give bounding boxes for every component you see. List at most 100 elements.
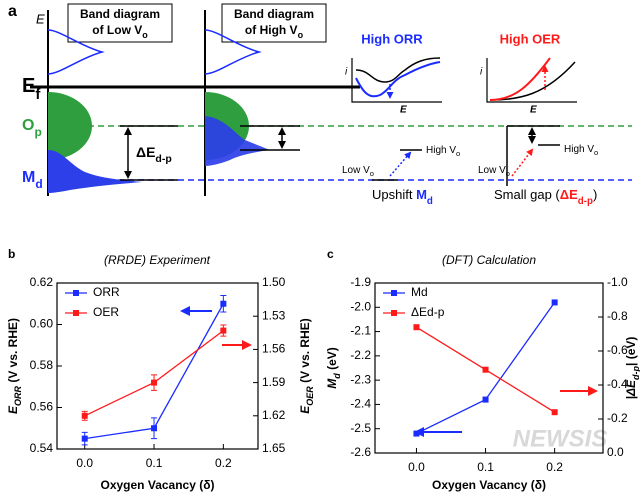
text-part: (V vs. RHE) <box>6 318 20 386</box>
inset-x-label: E <box>530 105 537 116</box>
y2-tick-label: 1.50 <box>262 275 286 289</box>
y-axis-label: EORR (V vs. RHE) <box>6 318 23 414</box>
text-part: Small gap ( <box>494 187 560 202</box>
y-tick-label: -2.1 <box>350 324 371 338</box>
y2-axis-label: |ΔEd-p| (eV) <box>624 337 640 400</box>
x-tick-label: 0.2 <box>215 456 232 470</box>
legend-marker <box>391 310 397 316</box>
title-line: of High Vo <box>245 23 304 40</box>
text-part: |ΔE <box>624 379 638 399</box>
marker <box>151 425 158 432</box>
text-part: E <box>298 405 312 414</box>
text-part: d-p <box>578 196 593 207</box>
inset-curve <box>355 57 441 83</box>
inset-curve <box>489 57 551 101</box>
panel-label: c <box>327 247 334 261</box>
x-tick-label: 0.0 <box>76 456 93 470</box>
inset-y-label: i <box>480 67 483 78</box>
panel-a: a E Band diagram of Low Vo Band diagram … <box>8 3 632 207</box>
y2-axis-label: EOER (V vs. RHE) <box>298 318 315 414</box>
y-tick-label: -2.3 <box>350 372 371 386</box>
title-line: Band diagram <box>234 7 314 21</box>
text-part: M <box>416 187 427 202</box>
y2-tick-label: 0.0 <box>607 445 624 459</box>
empty-band <box>47 29 105 75</box>
title-box <box>221 3 327 43</box>
x-tick-label: 0.1 <box>477 460 494 474</box>
y2-tick-label: 1.53 <box>262 308 286 322</box>
upshift-arrow <box>389 151 412 177</box>
y2-tick-label: 1.59 <box>262 375 286 389</box>
op-band <box>48 92 92 160</box>
text-part: d <box>332 373 342 379</box>
text-part: M <box>325 378 339 389</box>
text-part: ΔE <box>136 144 155 160</box>
op-label: Op <box>22 117 42 139</box>
text-part: Low V <box>478 165 506 176</box>
x-tick-label: 0.2 <box>546 460 563 474</box>
y-tick-label: 0.56 <box>30 400 54 414</box>
text-part: O <box>22 117 34 134</box>
y-tick-label: -2.5 <box>350 421 371 435</box>
fermi-label: Ef <box>22 75 41 103</box>
text-part: High V <box>426 145 456 156</box>
legend-label: ORR <box>93 285 120 299</box>
marker <box>551 299 558 306</box>
inset-curve <box>355 61 441 98</box>
y-tick-label: -1.9 <box>350 275 371 289</box>
text-part: M <box>22 169 35 186</box>
marker <box>151 379 158 386</box>
chart-title: (RRDE) Experiment <box>104 253 211 267</box>
text-part: d <box>35 177 42 191</box>
y-tick-label: -2.6 <box>350 445 371 459</box>
annotation: High Vo <box>564 144 598 158</box>
text-part: (V vs. RHE) <box>298 318 312 386</box>
text-part: | (eV) <box>624 337 638 366</box>
annotation: High Vo <box>426 145 460 159</box>
text-part: o <box>506 169 510 178</box>
text-part: (eV) <box>325 347 339 373</box>
text-part: d-p <box>631 365 640 379</box>
inset-axes <box>351 58 442 103</box>
y2-tick-label: -0.4 <box>607 377 628 391</box>
text-part: p <box>34 125 41 139</box>
chart-title: (DFT) Calculation <box>442 253 536 267</box>
legend-marker <box>73 290 79 296</box>
y2-tick-label: -0.6 <box>607 343 628 357</box>
panel-label: b <box>8 247 15 261</box>
y-tick-label: 0.60 <box>30 317 54 331</box>
y2-tick-label: 1.62 <box>262 408 286 422</box>
x-axis-label: Oxygen Vacancy (δ) <box>432 478 546 492</box>
plot-frame <box>56 282 259 450</box>
inset-title: High ORR <box>361 31 423 46</box>
y-tick-label: 0.62 <box>30 275 54 289</box>
text-part: o <box>594 148 598 157</box>
y2-tick-label: -1.0 <box>607 275 628 289</box>
text-part: E <box>22 75 35 97</box>
marker <box>482 366 489 373</box>
legend-marker <box>73 310 79 316</box>
inset-axes <box>486 58 577 103</box>
text-part: d-p <box>155 153 171 165</box>
text-part: o <box>456 149 460 158</box>
text-part: d <box>427 196 433 207</box>
marker <box>81 412 88 419</box>
legend-marker <box>391 290 397 296</box>
x-axis-label: Oxygen Vacancy (δ) <box>101 478 215 492</box>
text-part: ) <box>593 187 597 202</box>
y2-tick-label: -0.8 <box>607 309 628 323</box>
md-band <box>205 116 270 166</box>
gap-shift-arrow <box>511 148 534 177</box>
x-tick-label: 0.1 <box>146 456 163 470</box>
x-tick-label: 0.0 <box>408 460 425 474</box>
text-part: ΔE <box>560 187 578 202</box>
y-tick-label: 0.58 <box>30 358 54 372</box>
text-part: of Low V <box>92 23 142 37</box>
plot-frame <box>374 282 604 454</box>
marker <box>413 324 420 331</box>
inset-curve <box>489 61 576 101</box>
title-box <box>67 3 173 43</box>
legend-label: OER <box>93 305 119 319</box>
md-band <box>48 150 142 193</box>
